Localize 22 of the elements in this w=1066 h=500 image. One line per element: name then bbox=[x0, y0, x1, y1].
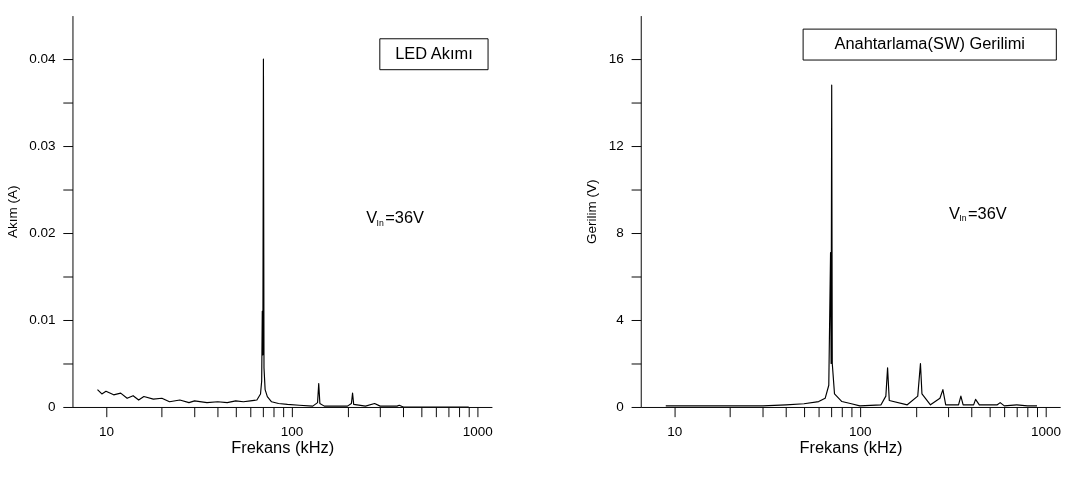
x-tick-label: 1000 bbox=[462, 423, 493, 439]
y-tick-label: 12 bbox=[608, 138, 624, 154]
y-tick-label: 4 bbox=[616, 312, 625, 328]
x-tick-label: 10 bbox=[98, 423, 114, 439]
y-axis-title: Akım (A) bbox=[4, 185, 20, 239]
x-axis-title: Frekans (kHz) bbox=[799, 437, 903, 456]
y-tick-label: 0.01 bbox=[29, 312, 56, 328]
y-tick-label: 0.04 bbox=[29, 51, 57, 67]
y-tick-label: 0 bbox=[48, 399, 56, 415]
x-tick-label: 100 bbox=[849, 423, 872, 439]
x-tick-label: 100 bbox=[280, 423, 304, 439]
annotation: LED Akımı bbox=[395, 44, 473, 63]
annotation: Anahtarlama(SW) Gerilimi bbox=[834, 34, 1025, 53]
x-tick-label: 10 bbox=[667, 423, 683, 439]
y-axis-title: Gerilim (V) bbox=[584, 179, 600, 245]
x-axis-title: Frekans (kHz) bbox=[231, 437, 335, 456]
y-tick-label: 0 bbox=[616, 399, 624, 415]
y-tick-label: 0.03 bbox=[29, 138, 56, 154]
y-tick-label: 8 bbox=[616, 225, 624, 241]
y-tick-label: 0.02 bbox=[29, 225, 56, 241]
y-tick-label: 16 bbox=[608, 51, 624, 67]
x-tick-label: 1000 bbox=[1030, 423, 1062, 439]
